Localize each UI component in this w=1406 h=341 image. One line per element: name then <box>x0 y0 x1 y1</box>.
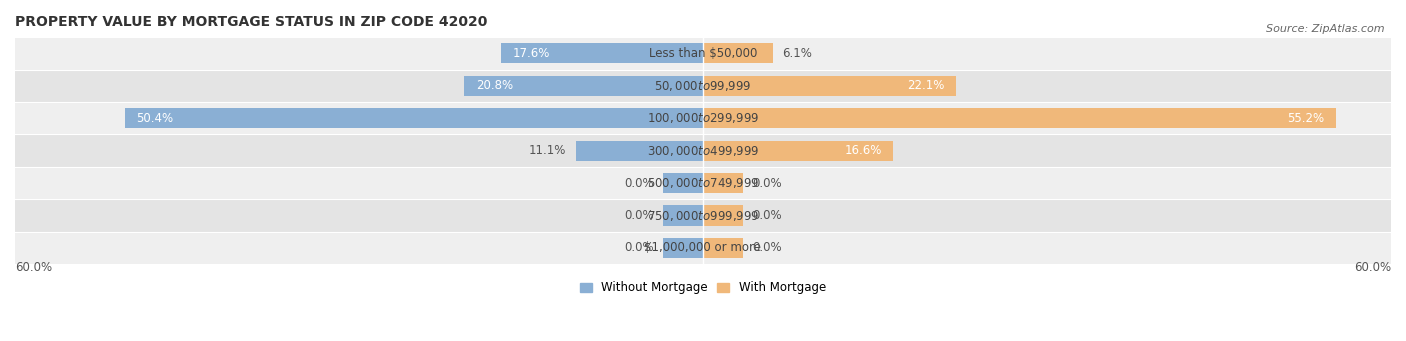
Text: $100,000 to $299,999: $100,000 to $299,999 <box>647 111 759 125</box>
Bar <box>15 70 1391 102</box>
Bar <box>662 238 703 258</box>
Text: $50,000 to $99,999: $50,000 to $99,999 <box>654 79 752 93</box>
Bar <box>15 134 1391 167</box>
Bar <box>575 140 703 161</box>
Bar <box>703 108 1336 128</box>
Text: 50.4%: 50.4% <box>136 112 174 125</box>
Bar <box>703 43 773 63</box>
Bar <box>662 206 703 226</box>
Text: 60.0%: 60.0% <box>15 261 52 274</box>
Text: 17.6%: 17.6% <box>513 47 550 60</box>
Text: PROPERTY VALUE BY MORTGAGE STATUS IN ZIP CODE 42020: PROPERTY VALUE BY MORTGAGE STATUS IN ZIP… <box>15 15 488 29</box>
Bar <box>15 167 1391 199</box>
Text: $500,000 to $749,999: $500,000 to $749,999 <box>647 176 759 190</box>
Bar <box>15 232 1391 264</box>
Legend: Without Mortgage, With Mortgage: Without Mortgage, With Mortgage <box>575 277 831 299</box>
Text: $1,000,000 or more: $1,000,000 or more <box>644 241 762 254</box>
Text: 22.1%: 22.1% <box>907 79 945 92</box>
Bar <box>703 206 744 226</box>
Text: 11.1%: 11.1% <box>529 144 567 157</box>
Text: 20.8%: 20.8% <box>477 79 513 92</box>
Bar <box>703 173 744 193</box>
Bar <box>15 199 1391 232</box>
Bar <box>125 108 703 128</box>
Text: 0.0%: 0.0% <box>624 209 654 222</box>
Text: $300,000 to $499,999: $300,000 to $499,999 <box>647 144 759 158</box>
Text: 0.0%: 0.0% <box>624 177 654 190</box>
Bar <box>703 140 893 161</box>
Text: 60.0%: 60.0% <box>1354 261 1391 274</box>
Text: 55.2%: 55.2% <box>1288 112 1324 125</box>
Bar <box>501 43 703 63</box>
Text: 16.6%: 16.6% <box>845 144 882 157</box>
Text: Less than $50,000: Less than $50,000 <box>648 47 758 60</box>
Bar <box>703 238 744 258</box>
Text: Source: ZipAtlas.com: Source: ZipAtlas.com <box>1267 24 1385 34</box>
Bar <box>15 102 1391 134</box>
Bar <box>703 76 956 96</box>
Bar <box>15 37 1391 70</box>
Bar <box>464 76 703 96</box>
Text: 0.0%: 0.0% <box>752 241 782 254</box>
Text: 0.0%: 0.0% <box>752 177 782 190</box>
Text: 6.1%: 6.1% <box>782 47 813 60</box>
Text: $750,000 to $999,999: $750,000 to $999,999 <box>647 209 759 223</box>
Text: 0.0%: 0.0% <box>624 241 654 254</box>
Bar <box>662 173 703 193</box>
Text: 0.0%: 0.0% <box>752 209 782 222</box>
